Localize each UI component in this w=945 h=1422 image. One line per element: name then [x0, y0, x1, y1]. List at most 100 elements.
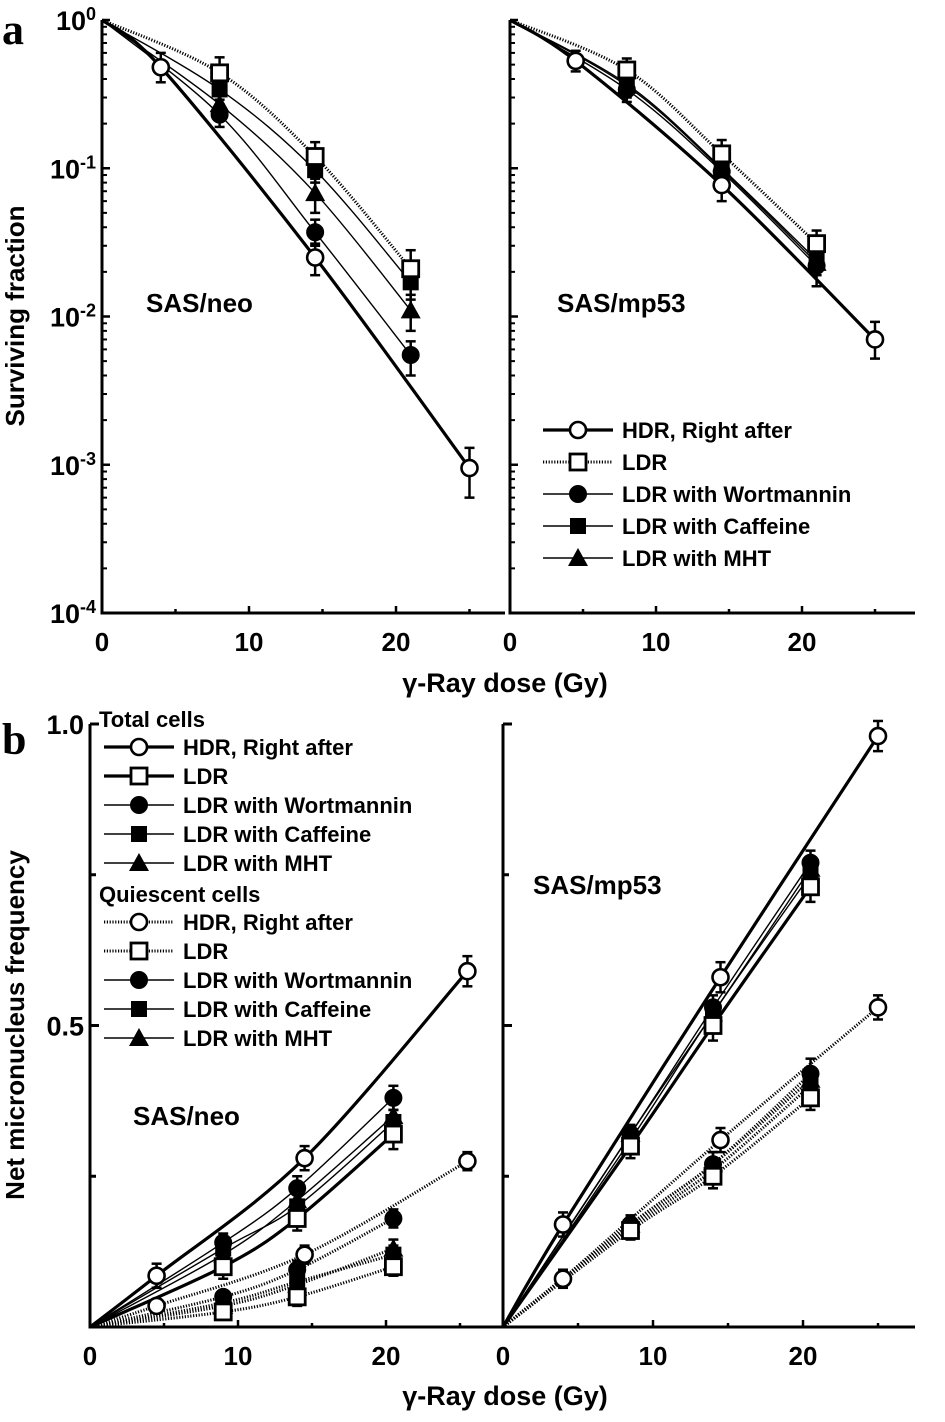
legend-entry: LDR with Wortmannin [104, 968, 412, 993]
series-line [101, 18, 412, 270]
data-point [210, 63, 230, 83]
data-point [287, 1209, 307, 1228]
data-point [703, 1166, 723, 1186]
data-point [147, 1266, 166, 1286]
y-tick-exponent: 0 [86, 4, 96, 24]
data-point [801, 877, 820, 897]
legend-label: LDR with Wortmannin [622, 482, 851, 507]
series-line [502, 868, 812, 1328]
a-mp53-title: SAS/mp53 [557, 288, 686, 318]
y-tick-exponent: -1 [80, 152, 96, 172]
data-point [458, 961, 477, 981]
series-line [89, 1097, 394, 1328]
series-line [89, 970, 469, 1329]
data-point [306, 223, 325, 242]
data-point [460, 458, 479, 478]
b-mp53-title: SAS/mp53 [533, 870, 662, 900]
legend-entry: LDR with MHT [104, 851, 333, 876]
legend-marker [568, 548, 588, 566]
data-point [289, 1273, 306, 1290]
data-point [287, 1287, 307, 1307]
series-line [501, 735, 880, 1328]
legend-label: LDR with Wortmannin [183, 968, 412, 993]
data-point [401, 345, 420, 364]
legend-entry: LDR with Wortmannin [104, 793, 412, 818]
data-point [703, 1016, 723, 1035]
panel-a-xlabel: γ-Ray dose (Gy) [402, 668, 608, 698]
x-tick-label: 20 [382, 627, 411, 657]
x-tick-label: 0 [83, 1341, 97, 1371]
series-line [501, 885, 812, 1328]
data-point [383, 1257, 403, 1277]
legend-marker [569, 485, 587, 503]
x-tick-label: 20 [788, 627, 817, 657]
series-line [502, 1096, 812, 1329]
legend-label: LDR with Wortmannin [183, 793, 412, 818]
y-tick-label: 10-1 [50, 152, 96, 184]
data-point [305, 147, 325, 166]
y-tick-base: 10 [50, 599, 80, 629]
legend-label: LDR [183, 939, 228, 964]
panel-b-letter: b [2, 715, 26, 764]
legend-marker [129, 853, 149, 871]
data-point [617, 60, 637, 80]
subplot-b-neo: 0 10 20 1.0 0.5 [46, 710, 503, 1371]
y-tick-exponent: -4 [80, 597, 96, 617]
x-tick-label: 10 [235, 627, 264, 657]
data-point [712, 175, 732, 195]
y-tick-base: 10 [56, 6, 86, 36]
series-line [502, 1006, 879, 1329]
series-line [509, 19, 818, 267]
data-point [801, 1088, 820, 1108]
data-point [295, 1245, 314, 1264]
legend-group-title: Total cells [99, 707, 205, 732]
data-point [295, 1148, 314, 1168]
data-point [868, 998, 888, 1017]
x-tick-label: 10 [224, 1341, 253, 1371]
panel-a-ylabel: Surviving fraction [0, 205, 30, 426]
subplot-a-mp53: 0 10 20 [503, 18, 915, 657]
series-line [89, 1265, 394, 1329]
legend-entry: LDR with Wortmannin [543, 482, 851, 507]
data-point [401, 259, 421, 279]
series-line [101, 19, 412, 356]
data-point [383, 1124, 403, 1144]
panel-a-letter: a [2, 5, 24, 54]
y-tick-base: 10 [50, 451, 80, 481]
legend-label: LDR with Caffeine [622, 514, 810, 539]
legend-entry: HDR, Right after [104, 910, 353, 935]
legend-marker [130, 796, 148, 814]
data-point [400, 300, 421, 319]
legend-label: HDR, Right after [622, 418, 792, 443]
data-point [305, 183, 326, 202]
legend-marker [129, 912, 149, 932]
legend-marker [129, 1028, 149, 1046]
data-point [210, 105, 229, 124]
legend-label: LDR with Caffeine [183, 997, 371, 1022]
data-point [865, 330, 885, 349]
legend-label: LDR [622, 450, 667, 475]
x-tick-label: 0 [496, 1341, 510, 1371]
a-neo-title: SAS/neo [146, 288, 253, 318]
legend-entry: LDR with Caffeine [543, 514, 810, 539]
y-tick-label: 0.5 [46, 1012, 84, 1042]
y-tick-base: 10 [50, 154, 80, 184]
legend-entry: LDR [104, 764, 228, 789]
data-point [621, 1221, 640, 1240]
subplot-b-mp53: 0 10 20 [496, 719, 915, 1371]
data-point [307, 162, 324, 179]
series-line [89, 1121, 394, 1328]
legend-entry: LDR with Caffeine [104, 822, 371, 847]
data-point [553, 1215, 573, 1234]
data-point [305, 248, 325, 267]
b-neo-title: SAS/neo [133, 1101, 240, 1131]
x-tick-label: 10 [642, 627, 671, 657]
x-tick-label: 0 [503, 627, 517, 657]
legend-panel-b: Total cells HDR, Right after LDR LDR with W… [99, 707, 412, 1051]
series-line [502, 1078, 812, 1329]
legend-marker [570, 518, 586, 534]
data-point [868, 726, 888, 746]
series-line [502, 874, 812, 1328]
